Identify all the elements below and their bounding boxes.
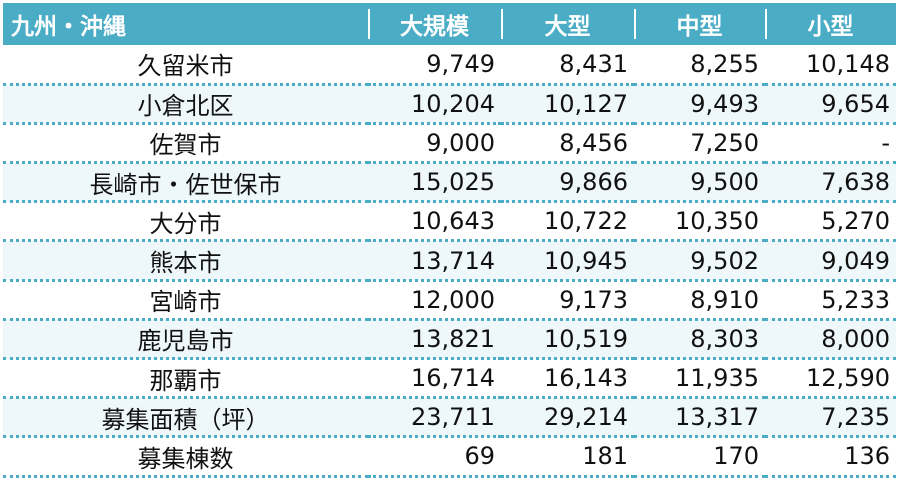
cell-medium: 170 (634, 436, 765, 478)
cell-large-scale: 13,821 (368, 319, 501, 361)
cell-large-scale: 23,711 (368, 397, 501, 439)
rent-table: 九州・沖縄 大規模 大型 中型 小型 久留米市 9,749 8,431 8,25… (3, 3, 896, 478)
header-large: 大型 (501, 3, 634, 45)
cell-large: 9,866 (501, 162, 634, 204)
row-label: 久留米市 (3, 45, 368, 86)
cell-small: 10,148 (765, 45, 896, 86)
cell-small: 12,590 (765, 358, 896, 400)
header-medium: 中型 (634, 3, 765, 45)
cell-small: 5,233 (765, 280, 896, 321)
cell-large-scale: 9,000 (368, 123, 501, 165)
row-label: 長崎市・佐世保市 (3, 162, 368, 204)
table-header-row: 九州・沖縄 大規模 大型 中型 小型 (3, 3, 896, 45)
cell-large-scale: 69 (368, 436, 501, 478)
table-row: 佐賀市 9,000 8,456 7,250 - (3, 123, 896, 165)
table-row: 大分市 10,643 10,722 10,350 5,270 (3, 201, 896, 243)
cell-large-scale: 9,749 (368, 45, 501, 86)
cell-large-scale: 12,000 (368, 280, 501, 321)
cell-medium: 9,502 (634, 240, 765, 282)
cell-small: 8,000 (765, 319, 896, 361)
cell-medium: 13,317 (634, 397, 765, 439)
cell-large-scale: 16,714 (368, 358, 501, 400)
row-label: 佐賀市 (3, 123, 368, 165)
cell-large: 10,945 (501, 240, 634, 282)
table-row: 小倉北区 10,204 10,127 9,493 9,654 (3, 84, 896, 125)
cell-large: 181 (501, 436, 634, 478)
row-label: 募集面積（坪） (3, 397, 368, 439)
table-row-building-count: 募集棟数 69 181 170 136 (3, 436, 896, 478)
row-label: 那覇市 (3, 358, 368, 400)
cell-small: - (765, 123, 896, 165)
table-row: 鹿児島市 13,821 10,519 8,303 8,000 (3, 319, 896, 361)
cell-large-scale: 13,714 (368, 240, 501, 282)
row-label: 募集棟数 (3, 436, 368, 478)
cell-small: 136 (765, 436, 896, 478)
cell-large-scale: 10,204 (368, 84, 501, 125)
table-body: 久留米市 9,749 8,431 8,255 10,148 小倉北区 10,20… (3, 45, 896, 478)
cell-small: 5,270 (765, 201, 896, 243)
table-row: 熊本市 13,714 10,945 9,502 9,049 (3, 240, 896, 282)
cell-large: 16,143 (501, 358, 634, 400)
header-large-scale: 大規模 (368, 3, 501, 45)
cell-large: 8,456 (501, 123, 634, 165)
cell-medium: 11,935 (634, 358, 765, 400)
cell-medium: 10,350 (634, 201, 765, 243)
cell-large: 29,214 (501, 397, 634, 439)
header-region: 九州・沖縄 (3, 3, 368, 45)
table-row: 宮崎市 12,000 9,173 8,910 5,233 (3, 280, 896, 321)
cell-small: 7,638 (765, 162, 896, 204)
cell-medium: 9,493 (634, 84, 765, 125)
table-row: 久留米市 9,749 8,431 8,255 10,148 (3, 45, 896, 86)
cell-large: 10,127 (501, 84, 634, 125)
cell-medium: 7,250 (634, 123, 765, 165)
cell-small: 9,654 (765, 84, 896, 125)
table-row: 那覇市 16,714 16,143 11,935 12,590 (3, 358, 896, 400)
cell-small: 9,049 (765, 240, 896, 282)
row-label: 大分市 (3, 201, 368, 243)
cell-medium: 8,303 (634, 319, 765, 361)
header-small: 小型 (765, 3, 896, 45)
cell-small: 7,235 (765, 397, 896, 439)
cell-medium: 9,500 (634, 162, 765, 204)
row-label: 鹿児島市 (3, 319, 368, 361)
cell-medium: 8,910 (634, 280, 765, 321)
row-label: 宮崎市 (3, 280, 368, 321)
cell-large-scale: 15,025 (368, 162, 501, 204)
cell-large: 10,519 (501, 319, 634, 361)
table-row-total-area: 募集面積（坪） 23,711 29,214 13,317 7,235 (3, 397, 896, 439)
row-label: 熊本市 (3, 240, 368, 282)
cell-large: 10,722 (501, 201, 634, 243)
cell-large: 8,431 (501, 45, 634, 86)
cell-large-scale: 10,643 (368, 201, 501, 243)
row-label: 小倉北区 (3, 84, 368, 125)
table-row: 長崎市・佐世保市 15,025 9,866 9,500 7,638 (3, 162, 896, 204)
cell-medium: 8,255 (634, 45, 765, 86)
cell-large: 9,173 (501, 280, 634, 321)
